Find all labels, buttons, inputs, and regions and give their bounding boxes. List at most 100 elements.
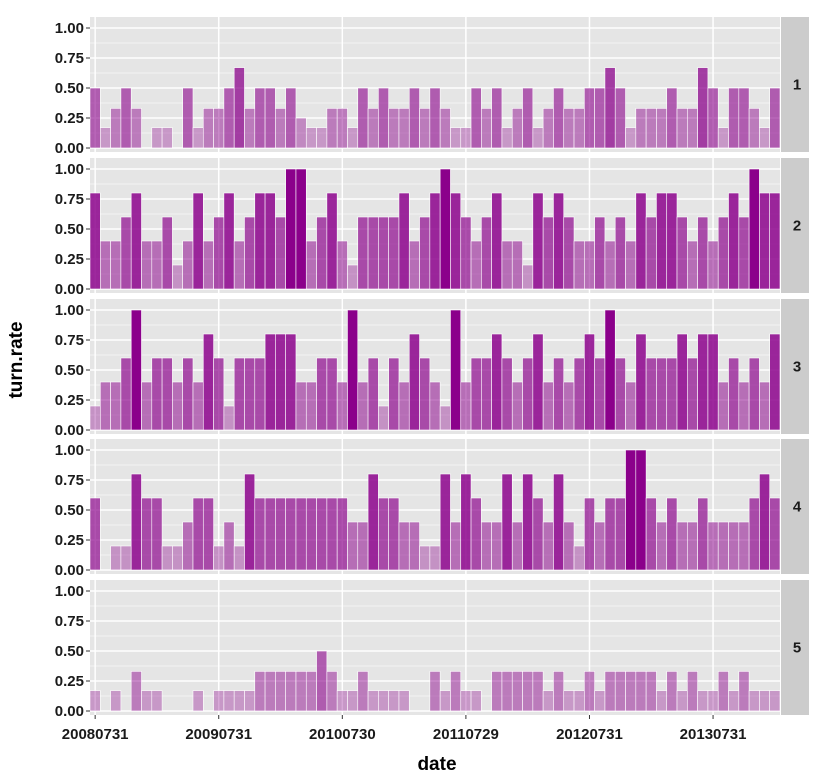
bar: [172, 545, 183, 571]
bar: [202, 333, 214, 431]
bar: [491, 521, 503, 571]
bar: [532, 127, 544, 149]
bar: [130, 192, 142, 290]
bar: [295, 497, 307, 571]
bar: [295, 671, 307, 712]
bar: [429, 545, 441, 571]
bar: [110, 381, 122, 431]
bar: [738, 216, 750, 290]
bar: [398, 381, 410, 431]
bar: [460, 381, 472, 431]
bar: [326, 357, 338, 431]
bar: [233, 545, 245, 571]
bar: [604, 240, 616, 290]
bar: [594, 690, 606, 712]
y-tick-label: 0.25: [55, 110, 84, 127]
bar: [563, 521, 575, 571]
y-tick-label: 0.00: [55, 140, 84, 157]
facet-strip-label: 1: [793, 77, 801, 94]
bar: [542, 216, 554, 290]
bar: [398, 108, 410, 149]
bar: [202, 108, 214, 149]
bar: [594, 87, 606, 149]
bar: [759, 192, 771, 290]
y-tick-label: 0.50: [55, 362, 84, 379]
bar: [151, 240, 163, 290]
bar: [161, 127, 173, 149]
bar: [233, 67, 245, 149]
y-tick-label: 1.00: [55, 302, 84, 319]
bar: [378, 690, 389, 712]
bar: [295, 381, 307, 431]
bar: [408, 87, 420, 149]
bar: [120, 216, 132, 290]
bar: [511, 671, 523, 712]
bar: [336, 108, 348, 149]
bar: [522, 357, 534, 431]
bar: [645, 108, 657, 149]
bar: [161, 545, 173, 571]
bar: [717, 521, 729, 571]
bar: [233, 690, 245, 712]
bar: [470, 690, 482, 712]
bar: [481, 521, 492, 571]
bar: [244, 357, 256, 431]
y-tick-label: 0.75: [55, 332, 84, 349]
bar: [264, 671, 276, 712]
bar: [728, 192, 740, 290]
bar: [223, 405, 235, 431]
bar: [439, 690, 451, 712]
y-tick-label: 0.75: [55, 50, 84, 67]
bar: [625, 240, 637, 290]
facet-strip-label: 5: [793, 640, 801, 657]
bar: [717, 127, 729, 149]
bar: [316, 127, 328, 149]
bar: [305, 127, 317, 149]
bar: [769, 497, 781, 571]
bar: [285, 333, 297, 431]
bar: [141, 381, 153, 431]
bar: [336, 690, 348, 712]
y-tick-label: 0.25: [55, 392, 84, 409]
bar: [378, 87, 389, 149]
bar: [687, 357, 698, 431]
bar: [408, 240, 420, 290]
bar: [151, 690, 163, 712]
bar: [707, 87, 719, 149]
bar: [305, 240, 317, 290]
bar: [625, 381, 637, 431]
bar: [120, 545, 132, 571]
bar: [275, 497, 286, 571]
bar: [316, 357, 328, 431]
bar: [398, 690, 410, 712]
bar: [584, 671, 595, 712]
bar: [439, 108, 451, 149]
bar: [573, 240, 585, 290]
facet-strip-label: 3: [793, 359, 801, 376]
bar: [305, 671, 317, 712]
bar: [419, 357, 431, 431]
bar: [408, 333, 420, 431]
bar: [522, 264, 534, 290]
bar: [254, 671, 266, 712]
bar: [573, 108, 585, 149]
bar: [717, 381, 729, 431]
bar: [542, 521, 554, 571]
bar: [275, 108, 286, 149]
bar: [336, 240, 348, 290]
bar: [470, 87, 482, 149]
bar: [450, 309, 462, 431]
bar: [697, 333, 709, 431]
bar: [759, 381, 771, 431]
bar: [213, 545, 225, 571]
bar: [594, 357, 606, 431]
y-tick-label: 0.00: [55, 422, 84, 439]
bar: [511, 240, 523, 290]
bar: [316, 497, 328, 571]
bar: [656, 521, 668, 571]
bar: [563, 108, 575, 149]
bar: [89, 497, 101, 571]
bar: [213, 690, 225, 712]
bar: [182, 87, 194, 149]
bar: [378, 405, 389, 431]
